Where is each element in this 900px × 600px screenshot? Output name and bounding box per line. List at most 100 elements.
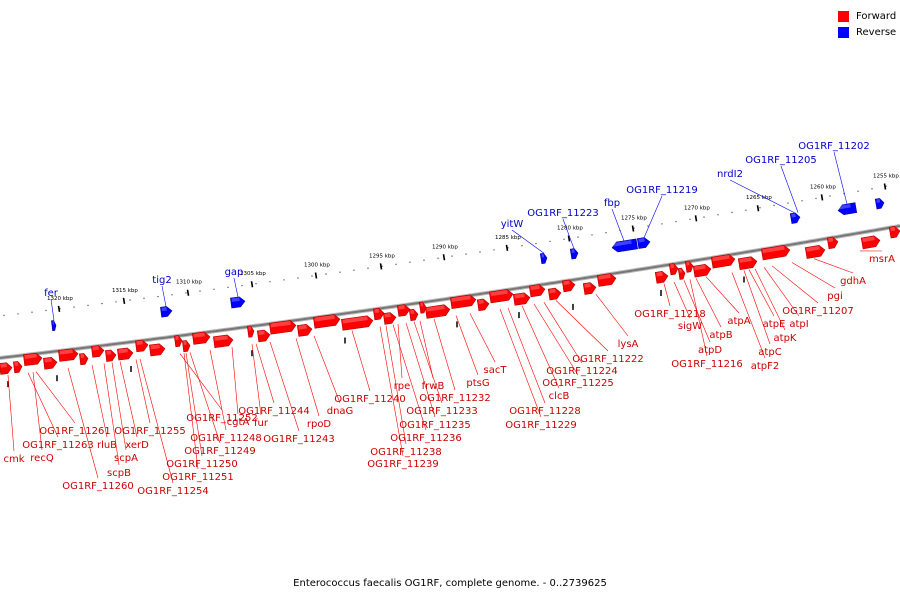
gene-arrow-shine <box>638 238 645 243</box>
forward-leader-line <box>209 349 227 431</box>
gene-arrow-body <box>51 320 57 332</box>
scale-tick-label: 1295 kbp <box>369 253 395 259</box>
gene-label-atpE: atpE <box>763 319 786 330</box>
forward-swatch <box>838 10 849 22</box>
gene-arrow-body <box>611 238 638 253</box>
gene-arrow-body <box>246 325 255 338</box>
gene-arrow-shine <box>161 306 167 312</box>
gene-label-OG1RF_11205: OG1RF_11205 <box>745 155 817 166</box>
gene-arrow-body <box>789 212 801 224</box>
gene-label-ptsG: ptsG <box>466 378 489 389</box>
forward-leader-line <box>179 353 223 411</box>
scale-major-tick <box>631 225 635 232</box>
reverse-leader-line <box>729 179 796 214</box>
gene-arrow-shine <box>118 348 128 354</box>
scale-dot <box>731 211 733 214</box>
gene-arrow <box>547 287 562 301</box>
gene-label-tig2: tig2 <box>152 275 171 286</box>
forward-leader-line <box>183 353 199 470</box>
scale-dot <box>549 240 551 243</box>
gene-arrow <box>654 270 669 284</box>
reverse-leader-line <box>611 208 625 242</box>
scale-dot <box>703 216 705 218</box>
gene-arrow <box>488 289 514 304</box>
gene-arrow-body <box>23 352 43 366</box>
gene-label-OG1RF_11225: OG1RF_11225 <box>542 378 614 389</box>
gene-arrow-body <box>512 292 531 306</box>
gene-arrow <box>737 256 758 271</box>
gene-arrow <box>396 304 411 317</box>
reverse-leader-line <box>511 229 545 254</box>
gene-arrow-body <box>313 314 341 329</box>
scale-tick-label: 1275 kbp <box>621 216 647 222</box>
gene-label-cgtA: cgtA <box>227 417 250 428</box>
gene-arrow-body <box>0 362 13 375</box>
gene-arrow-body <box>561 279 576 293</box>
gene-label-OG1RF_11219: OG1RF_11219 <box>626 185 698 196</box>
forward-leader-line <box>689 279 708 357</box>
gene-label-pgi: pgi <box>827 291 842 302</box>
gene-label-scpB: scpB <box>107 468 131 479</box>
scale-tick-label: 1270 kbp <box>684 205 710 211</box>
scale-dot <box>689 218 691 220</box>
gene-arrow-shine <box>314 314 335 322</box>
gene-arrow-shine <box>44 357 52 363</box>
forward-leader-line <box>433 318 456 391</box>
scale-dot <box>129 299 131 301</box>
forward-leader-line <box>269 341 300 432</box>
gene-arrow-body <box>408 308 419 322</box>
forward-leader-line <box>455 315 479 376</box>
gene-label-OG1RF_11263: OG1RF_11263 <box>22 440 94 451</box>
gene-label-OG1RF_11232: OG1RF_11232 <box>419 393 491 404</box>
gene-arrow-shine <box>686 261 690 266</box>
forward-leader-line <box>469 313 496 363</box>
gene-label-OG1RF_11251: OG1RF_11251 <box>162 472 234 483</box>
gene-arrow-shine <box>0 363 7 368</box>
gene-arrow-shine <box>549 288 556 294</box>
scale-dot <box>815 197 817 200</box>
reverse-leader-line <box>643 195 663 238</box>
scale-dot <box>241 284 243 287</box>
gene-arrow <box>173 335 183 348</box>
gene-arrow-body <box>547 287 562 301</box>
forward-leader-line <box>771 265 819 304</box>
scale-tick-label: 1305 kbp <box>240 271 266 277</box>
gene-arrow-shine <box>530 284 540 291</box>
scale-dot <box>115 301 117 303</box>
forward-leader-line <box>695 278 722 328</box>
gene-arrow-body <box>684 260 694 273</box>
gene-label-fer: fer <box>44 288 59 299</box>
scale-major-tick <box>883 183 887 190</box>
scale-tick-label: 1315 kbp <box>112 288 138 294</box>
gene-arrow <box>636 237 651 249</box>
gene-arrow-shine <box>384 313 391 318</box>
gene-arrow <box>449 294 477 310</box>
gene-arrow-body <box>43 357 58 370</box>
scale-dot <box>563 238 565 240</box>
gene-label-cmk: cmk <box>3 454 24 465</box>
gene-label-OG1RF_11223: OG1RF_11223 <box>527 208 599 219</box>
scale-major-tick <box>379 263 383 270</box>
scale-dot <box>367 267 369 269</box>
scale-tick-label: 1300 kbp <box>304 263 330 269</box>
reverse-leader-line <box>50 298 55 321</box>
scale-major-tick <box>442 254 446 261</box>
gene-label-OG1RF_11229: OG1RF_11229 <box>505 420 577 431</box>
gene-arrow <box>117 347 134 361</box>
gene-arrow-body <box>528 284 546 298</box>
gene-arrow <box>105 349 117 362</box>
gene-arrow-body <box>213 334 234 349</box>
gene-arrow <box>91 345 105 358</box>
gene-arrow-shine <box>342 316 368 324</box>
forward-leader-line <box>91 364 108 438</box>
gene-label-xerD: xerD <box>125 440 149 451</box>
forward-leader-line <box>521 305 560 389</box>
gene-arrow-body <box>826 236 839 250</box>
gene-arrow-shine <box>258 330 265 336</box>
gene-arrow-body <box>160 306 173 318</box>
forward-genes <box>0 225 900 375</box>
gene-arrow <box>528 284 546 298</box>
gene-arrow <box>582 282 597 295</box>
gene-label-atpF2: atpF2 <box>751 361 780 372</box>
